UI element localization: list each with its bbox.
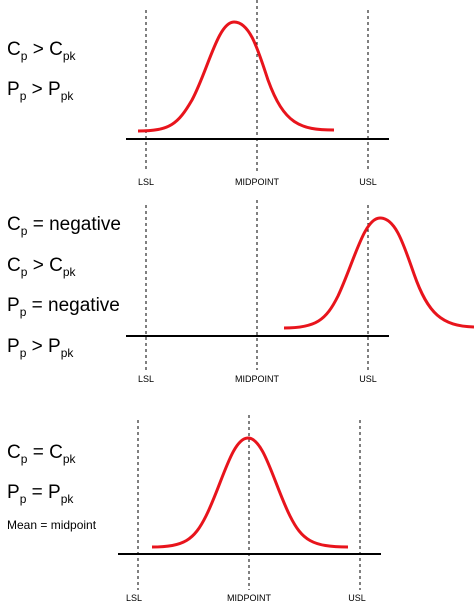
symbol-main: C [49, 39, 63, 60]
operator: = [27, 442, 50, 463]
operator: > [27, 39, 50, 60]
midpoint-label: MIDPOINT [235, 374, 280, 384]
cp-cpk-comparison: Cp > Cpk [7, 39, 76, 62]
symbol-subscript: p [20, 49, 28, 63]
symbol-subscript: p [20, 224, 28, 238]
operator: = [27, 214, 50, 235]
symbol-main: P [48, 79, 61, 100]
usl-label: USL [359, 177, 377, 187]
symbol-subscript: p [19, 346, 27, 360]
usl-label: USL [348, 593, 366, 603]
symbol-main: C [7, 214, 21, 235]
symbol-main: P [7, 482, 20, 503]
value-text: negative [49, 214, 121, 235]
value-text: negative [48, 295, 120, 316]
symbol-subscript: p [20, 452, 28, 466]
panel-2: LSL MIDPOINT USL [126, 200, 474, 384]
symbol-main: P [7, 295, 20, 316]
distribution-curve [283, 216, 474, 330]
symbol-main: C [49, 255, 63, 276]
panel-3: LSL MIDPOINT USL [118, 415, 381, 603]
symbol-main: C [49, 442, 63, 463]
symbol-subscript: pk [62, 265, 76, 279]
symbol-subscript: pk [60, 89, 74, 103]
cp-negative-statement: Cp = negative [7, 214, 121, 237]
pp-ppk-comparison: Pp > Ppk [7, 79, 73, 102]
operator: > [26, 79, 49, 100]
lsl-label: LSL [138, 177, 154, 187]
symbol-subscript: pk [60, 492, 74, 506]
symbol-main: P [7, 79, 20, 100]
operator: = [26, 295, 49, 316]
distribution-curve [137, 20, 335, 133]
symbol-subscript: p [19, 89, 27, 103]
symbol-subscript: pk [60, 346, 74, 360]
lsl-label: LSL [126, 593, 142, 603]
operator: > [26, 336, 49, 357]
cp-cpk-equality: Cp = Cpk [7, 442, 76, 465]
symbol-main: C [7, 442, 21, 463]
midpoint-label: MIDPOINT [227, 593, 272, 603]
cp-cpk-comparison: Cp > Cpk [7, 255, 76, 278]
panel-1: LSL MIDPOINT USL [126, 0, 389, 187]
symbol-subscript: p [19, 492, 27, 506]
pp-negative-statement: Pp = negative [7, 295, 120, 318]
symbol-main: P [48, 336, 61, 357]
symbol-main: P [48, 482, 61, 503]
symbol-main: P [7, 336, 20, 357]
midpoint-label: MIDPOINT [235, 177, 280, 187]
pp-ppk-equality: Pp = Ppk [7, 482, 73, 505]
symbol-subscript: p [19, 305, 27, 319]
symbol-subscript: pk [62, 49, 76, 63]
operator: > [27, 255, 50, 276]
lsl-label: LSL [138, 374, 154, 384]
symbol-main: C [7, 39, 21, 60]
symbol-subscript: p [20, 265, 28, 279]
pp-ppk-comparison: Pp > Ppk [7, 336, 73, 359]
usl-label: USL [359, 374, 377, 384]
distribution-curve [151, 436, 349, 549]
symbol-subscript: pk [62, 452, 76, 466]
mean-midpoint-note: Mean = midpoint [7, 518, 97, 532]
symbol-main: C [7, 255, 21, 276]
operator: = [26, 482, 49, 503]
